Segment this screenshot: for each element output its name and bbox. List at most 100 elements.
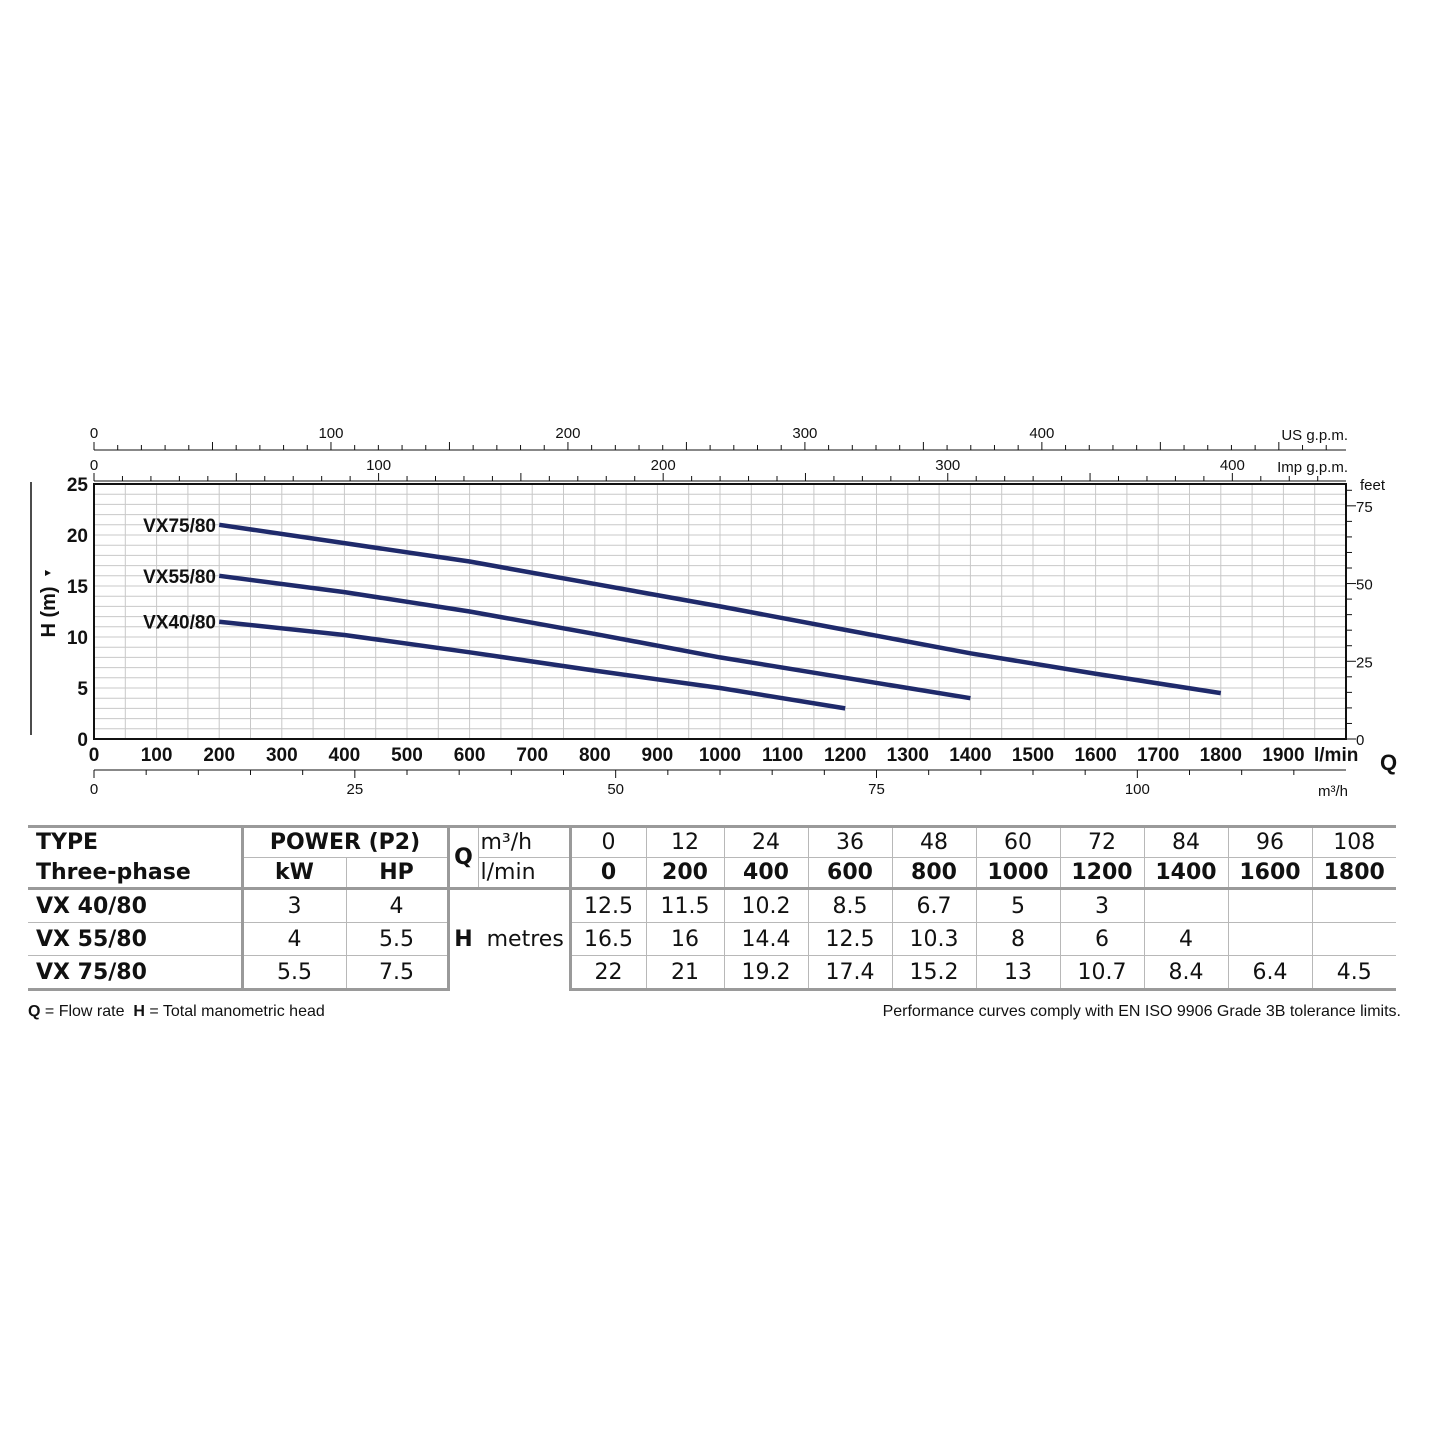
m3h-tick-label: 75 [868,781,885,798]
hp-cell: 4 [346,887,450,923]
h-unit: metres [486,927,564,953]
y-tick-label: 15 [67,577,89,598]
type-cell: VX 75/80 [28,955,244,991]
x-tick-label: 800 [579,745,611,766]
h-cell [1312,922,1396,956]
h-cell: 6.7 [892,887,977,923]
h-cell: 19.2 [724,955,809,991]
x-tick-label: 900 [642,745,674,766]
h-cell: 5 [976,887,1061,923]
q-lmin-cell: 600 [808,857,893,889]
y-tick-label: 5 [77,679,88,700]
chart-grid [94,484,1346,739]
table-header-row: TYPE POWER (P2) Q m³/h 0 12 24 36 48 60 … [28,825,1396,889]
x-tick-label: 1000 [699,745,741,766]
h-cell: 12.5 [808,922,893,956]
h-cell: 16 [646,922,725,956]
q-lmin-cell: 400 [724,857,809,889]
feet-tick-label: 0 [1356,732,1364,749]
imp-gpm-tick-label: 100 [366,457,391,474]
us-gpm-tick-label: 200 [555,425,580,442]
h-footnote-symbol: H [133,1003,145,1020]
us-gpm-tick-label: 300 [792,425,817,442]
table-row: VX 55/80 4 5.5 16.5 16 14.4 12.5 10.3 8 … [28,922,1396,956]
x-tick-label: 1400 [949,745,991,766]
series-line-vx40-80 [218,619,846,711]
q-footnote-text: = Flow rate [44,1003,125,1020]
y-tick-label: 10 [67,628,88,649]
q-m3h-cell: 36 [808,825,893,858]
table-header-row: Three-phase kW HP l/min 0 200 400 600 80… [28,857,1396,889]
m3h-tick-label: 0 [90,781,98,798]
m3h-unit-label: m³/h [1318,783,1348,800]
q-m3h-cell: 48 [892,825,977,858]
h-cell: 15.2 [892,955,977,991]
h-cell [1312,887,1396,923]
m3h-tick-label: 50 [607,781,624,798]
q-axis-symbol: Q [1380,750,1397,775]
h-cell: 8.4 [1144,955,1229,991]
us-gpm-tick-label: 100 [318,425,343,442]
h-cell: 3 [1060,887,1145,923]
feet-tick-label: 25 [1356,654,1373,671]
x-tick-label: 1900 [1262,745,1304,766]
y-tick-label: 0 [77,730,88,751]
kw-cell: 5.5 [242,955,347,991]
x-tick-label: 700 [516,745,548,766]
x-tick-label: 500 [391,745,423,766]
feet-tick-label: 50 [1356,577,1373,594]
x-unit-label: l/min [1314,745,1358,766]
q-unit-m3h: m³/h [478,825,572,858]
kw-cell: 4 [242,922,347,956]
x-tick-label: 300 [266,745,298,766]
q-lmin-cell: 0 [570,857,647,889]
tolerance-note: Performance curves comply with EN ISO 99… [882,1003,1401,1020]
type-cell: VX 55/80 [28,922,244,956]
performance-table: TYPE POWER (P2) Q m³/h 0 12 24 36 48 60 … [28,825,1396,991]
q-m3h-cell: 60 [976,825,1061,858]
q-m3h-cell: 96 [1228,825,1313,858]
series-label: VX55/80 [143,567,216,588]
h-unit-cell: H metres [448,887,572,990]
feet-axis-label: feet [1360,477,1386,494]
h-cell [1228,922,1313,956]
x-tick-label: 1600 [1074,745,1116,766]
power-header: POWER (P2) [242,825,450,858]
h-footnote-text: = Total manometric head [149,1003,325,1020]
q-footnote-symbol: Q [28,1003,41,1020]
x-tick-label: 1200 [824,745,866,766]
q-unit-lmin: l/min [478,857,572,889]
imp-gpm-unit-label: Imp g.p.m. [1277,459,1348,476]
x-tick-label: 1300 [887,745,929,766]
series-label: VX75/80 [143,516,216,537]
q-symbol: Q [448,825,479,889]
h-cell: 10.2 [724,887,809,923]
feet-tick-label: 75 [1356,499,1373,516]
h-cell: 6.4 [1228,955,1313,991]
hp-header: HP [346,857,450,889]
h-cell: 4 [1144,922,1229,956]
q-m3h-cell: 84 [1144,825,1229,858]
us-gpm-tick-label: 0 [90,425,98,442]
y-axis-arrow-icon [45,570,51,576]
h-cell [1144,887,1229,923]
h-cell: 8 [976,922,1061,956]
q-lmin-cell: 1000 [976,857,1061,889]
q-m3h-cell: 12 [646,825,725,858]
m3h-tick-label: 25 [346,781,363,798]
x-tick-label: 0 [89,745,100,766]
us-gpm-tick-label: 400 [1029,425,1054,442]
h-cell: 17.4 [808,955,893,991]
imp-gpm-tick-label: 0 [90,457,98,474]
x-tick-label: 200 [203,745,235,766]
y-axis-label: H (m) [38,586,60,637]
h-cell: 11.5 [646,887,725,923]
q-lmin-cell: 200 [646,857,725,889]
m3h-tick-label: 100 [1125,781,1150,798]
imp-gpm-tick-label: 200 [651,457,676,474]
imp-gpm-tick-label: 400 [1220,457,1245,474]
x-tick-label: 1500 [1012,745,1054,766]
h-symbol: H [454,927,473,953]
chart-series: VX75/80 VX55/80 VX40/80 [143,516,1222,711]
h-cell [1228,887,1313,923]
